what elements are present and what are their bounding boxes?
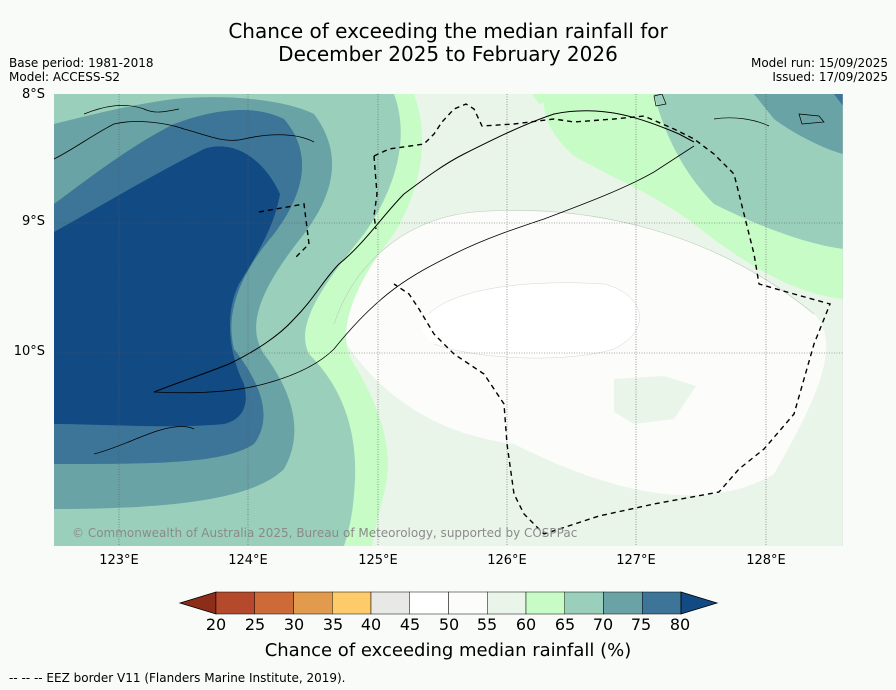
meta-left: Base period: 1981-2018 Model: ACCESS-S2 <box>9 56 154 84</box>
tick-20: 20 <box>205 615 227 634</box>
tick-50: 50 <box>438 615 460 634</box>
lon-label-127e: 127°E <box>616 553 656 568</box>
copyright-text: © Commonwealth of Australia 2025, Bureau… <box>72 526 578 540</box>
tick-65: 65 <box>554 615 576 634</box>
coastline-island-top <box>83 105 180 115</box>
lon-label-123e: 123°E <box>99 553 139 568</box>
base-period: Base period: 1981-2018 <box>9 56 154 70</box>
colorbar-segment <box>409 591 449 615</box>
colorbar-segment <box>332 591 372 615</box>
coastline-rote <box>93 426 195 455</box>
tick-70: 70 <box>592 615 614 634</box>
colorbar <box>178 591 719 615</box>
model-name: Model: ACCESS-S2 <box>9 70 121 84</box>
lon-label-126e: 126°E <box>487 553 527 568</box>
colorbar-segment <box>487 591 527 615</box>
tick-40: 40 <box>360 615 382 634</box>
lon-label-124e: 124°E <box>228 553 268 568</box>
colorbar-segment <box>642 591 682 615</box>
model-run: Model run: 15/09/2025 <box>750 56 888 70</box>
lat-label-8s: 8°S <box>21 87 45 102</box>
colorbar-arrow-left <box>178 591 217 615</box>
lat-label-9s: 9°S <box>21 214 45 229</box>
tick-35: 35 <box>322 615 344 634</box>
colorbar-segment <box>564 591 604 615</box>
tick-45: 45 <box>399 615 421 634</box>
colorbar-segment <box>525 591 565 615</box>
tick-25: 25 <box>244 615 266 634</box>
contour-top-green <box>532 94 584 104</box>
colorbar-segment <box>254 591 294 615</box>
coastline-timor-south <box>153 145 695 394</box>
coastline-timor <box>153 110 695 393</box>
colorbar-title: Chance of exceeding median rainfall (%) <box>264 640 632 661</box>
contour-eastern-dark <box>754 94 843 154</box>
colorbar-segment <box>293 591 333 615</box>
lon-label-125e: 125°E <box>358 553 398 568</box>
title-line-1: Chance of exceeding the median rainfall … <box>228 19 668 43</box>
rainfall-map <box>54 94 843 546</box>
contour-80-plus <box>54 146 280 427</box>
tick-55: 55 <box>476 615 498 634</box>
colorbar-segment <box>370 591 410 615</box>
coastline-flores <box>54 121 315 160</box>
eez-border <box>258 103 831 535</box>
map-title: Chance of exceeding the median rainfall … <box>0 20 896 66</box>
colorbar-arrow-right <box>680 591 719 615</box>
title-line-2: December 2025 to February 2026 <box>278 42 618 66</box>
colorbar-segment <box>603 591 643 615</box>
tick-75: 75 <box>630 615 652 634</box>
issued-date: Issued: 17/09/2025 <box>772 70 888 84</box>
contour-light-patch <box>614 376 696 424</box>
tick-60: 60 <box>515 615 537 634</box>
colorbar-segments <box>178 591 719 615</box>
lat-label-10s: 10°S <box>13 344 45 359</box>
meta-right: Model run: 15/09/2025 Issued: 17/09/2025 <box>751 56 888 84</box>
contour-top-right <box>834 94 843 106</box>
colorbar-segment <box>215 591 255 615</box>
tick-30: 30 <box>283 615 305 634</box>
colorbar-segment <box>448 591 488 615</box>
coastline-islands-ne <box>653 94 825 127</box>
tick-80: 80 <box>669 615 691 634</box>
footnote: -- -- -- EEZ border V11 (Flanders Marine… <box>9 671 346 685</box>
lon-label-128e: 128°E <box>746 553 786 568</box>
contour-50-inner <box>422 282 640 359</box>
